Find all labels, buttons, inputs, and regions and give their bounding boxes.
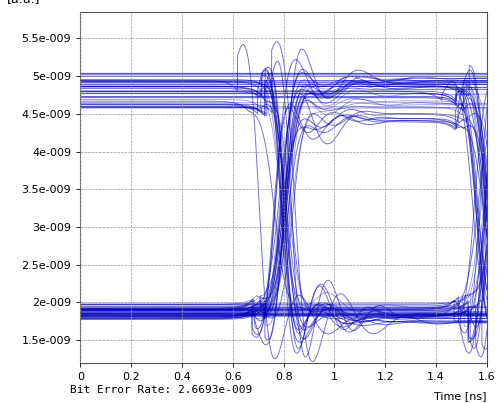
Y-axis label: [a.u.]: [a.u.]: [7, 0, 40, 5]
Text: Time [ns]: Time [ns]: [433, 391, 486, 401]
Text: Bit Error Rate: 2.6693e-009: Bit Error Rate: 2.6693e-009: [70, 385, 252, 395]
